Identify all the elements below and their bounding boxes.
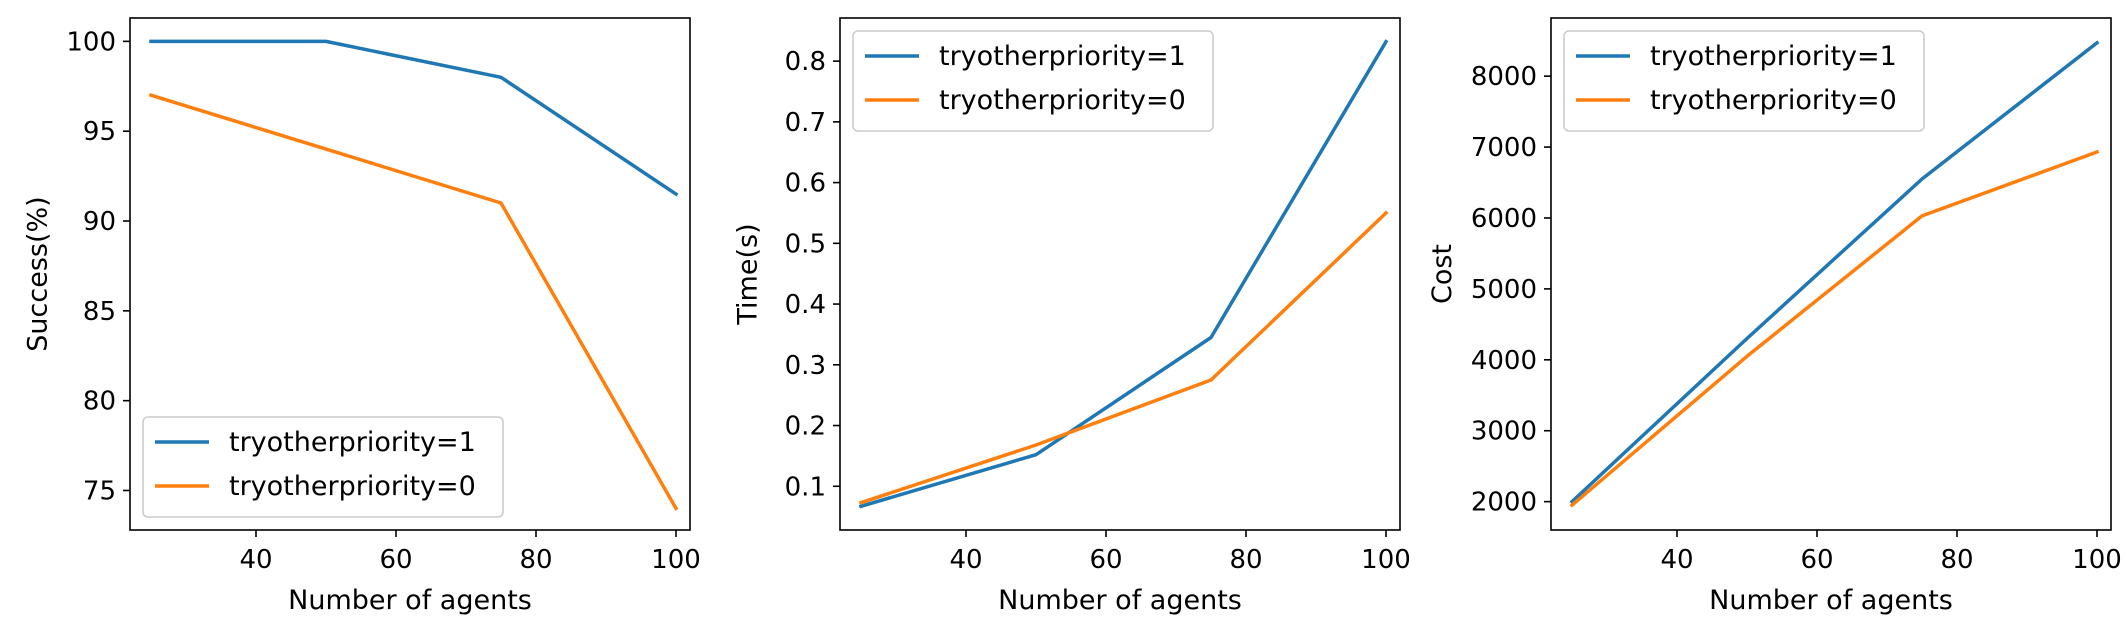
y-tick-label: 80 <box>83 387 116 417</box>
chart-panel-2: 40 60 80 100 0.1 0.2 0.3 0.4 0.5 0.6 0.7 0.8 Number … <box>733 17 1411 616</box>
legend-label-1: tryotherpriority=1 <box>1650 41 1897 72</box>
y-axis-label: Cost <box>1427 244 1458 304</box>
y-tick-label: 0.2 <box>785 412 826 442</box>
legend-label-1: tryotherpriority=1 <box>229 427 476 458</box>
legend: tryotherpriority=1 tryotherpriority=0 <box>142 416 504 518</box>
y-tick-label: 0.3 <box>785 351 826 381</box>
y-tick-label: 5000 <box>1471 275 1537 305</box>
y-axis-label: Time(s) <box>733 223 764 325</box>
y-axis-label: Success(%) <box>23 196 54 351</box>
series-line-1 <box>858 39 1389 509</box>
y-tick-label: 0.7 <box>785 108 826 138</box>
x-axis-label: Number of agents <box>1709 585 1953 616</box>
legend: tryotherpriority=1 tryotherpriority=0 <box>1563 30 1925 132</box>
chart-panel-1: 40 60 80 100 75 80 85 90 95 100 Number of agents Su… <box>23 17 701 616</box>
axes-frame <box>1550 17 2112 531</box>
y-tick-label: 75 <box>83 476 116 506</box>
y-tick-label: 85 <box>83 297 116 327</box>
x-axis-label: Number of agents <box>998 585 1242 616</box>
x-tick-label: 100 <box>2072 545 2122 575</box>
y-tick-label: 0.1 <box>785 472 826 502</box>
y-tick-label: 4000 <box>1471 346 1537 376</box>
axes-frame <box>839 17 1401 531</box>
series-line-1 <box>1569 40 2100 505</box>
y-tick-label: 7000 <box>1471 133 1537 163</box>
axes-frame <box>129 17 691 531</box>
x-tick-label: 40 <box>239 545 272 575</box>
legend-label-2: tryotherpriority=0 <box>939 85 1186 116</box>
x-tick-label: 80 <box>519 545 552 575</box>
y-tick-label: 90 <box>83 207 116 237</box>
series-line-2 <box>858 210 1389 505</box>
y-tick-label: 3000 <box>1471 417 1537 447</box>
x-tick-label: 80 <box>1940 545 1973 575</box>
series-line-2 <box>148 93 679 511</box>
legend-label-2: tryotherpriority=0 <box>1650 85 1897 116</box>
x-axis-label: Number of agents <box>288 585 532 616</box>
x-tick-label: 100 <box>1361 545 1411 575</box>
x-tick-label: 60 <box>379 545 412 575</box>
y-tick-label: 100 <box>66 27 116 57</box>
y-tick-label: 8000 <box>1471 62 1537 92</box>
chart-panel-3: 40 60 80 100 2000 3000 4000 5000 6000 7000 8000 Num… <box>1427 17 2122 616</box>
x-tick-label: 40 <box>949 545 982 575</box>
x-tick-label: 40 <box>1660 545 1693 575</box>
x-tick-label: 80 <box>1229 545 1262 575</box>
y-tick-label: 0.6 <box>785 169 826 199</box>
legend: tryotherpriority=1 tryotherpriority=0 <box>852 30 1214 132</box>
series-line-2 <box>1569 149 2100 508</box>
legend-box <box>852 30 1214 132</box>
y-tick-label: 2000 <box>1471 488 1537 518</box>
x-tick-label: 100 <box>651 545 701 575</box>
series-line-1 <box>149 39 679 197</box>
legend-box <box>142 416 504 518</box>
x-tick-label: 60 <box>1089 545 1122 575</box>
legend-label-1: tryotherpriority=1 <box>939 41 1186 72</box>
y-tick-label: 95 <box>83 117 116 147</box>
legend-box <box>1563 30 1925 132</box>
y-tick-label: 6000 <box>1471 204 1537 234</box>
y-tick-label: 0.5 <box>785 229 826 259</box>
y-tick-label: 0.8 <box>785 47 826 77</box>
x-tick-label: 60 <box>1800 545 1833 575</box>
y-tick-label: 0.4 <box>785 290 826 320</box>
legend-label-2: tryotherpriority=0 <box>229 471 476 502</box>
